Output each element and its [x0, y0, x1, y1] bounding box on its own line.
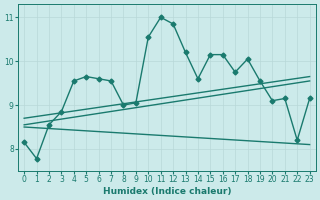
X-axis label: Humidex (Indice chaleur): Humidex (Indice chaleur): [103, 187, 231, 196]
